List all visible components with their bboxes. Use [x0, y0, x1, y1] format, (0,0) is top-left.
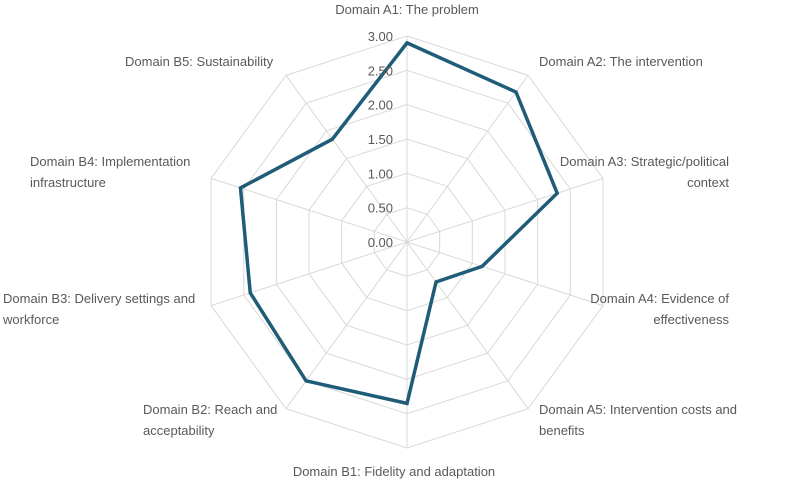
category-label-2: Domain A3: Strategic/political context — [560, 154, 729, 190]
category-labels: Domain A1: The problem Domain A2: The int… — [2, 2, 737, 479]
category-label-4: Domain A5: Intervention costs and benefit… — [539, 402, 737, 438]
spoke-4 — [406, 241, 529, 409]
radial-axis-ticks: 0.00 0.50 1.00 1.50 2.00 2.50 3.00 — [368, 29, 393, 250]
category-label-7: Domain B3: Delivery settings and workforc… — [2, 291, 195, 327]
tick-label-1: 0.50 — [368, 201, 393, 216]
tick-label-0: 0.00 — [368, 235, 393, 250]
spoke-6 — [285, 241, 408, 409]
tick-label-5: 2.50 — [368, 63, 393, 78]
tick-label-2: 1.00 — [368, 166, 393, 181]
category-label-9: Domain B5: Sustainability — [125, 54, 274, 69]
spoke-3 — [406, 241, 604, 307]
tick-label-4: 2.00 — [368, 98, 393, 113]
category-label-5: Domain B1: Fidelity and adaptation — [293, 464, 495, 479]
category-label-6: Domain B2: Reach and acceptability — [143, 402, 277, 438]
spoke-8 — [210, 177, 408, 243]
category-label-1: Domain A2: The intervention — [539, 54, 703, 69]
category-label-3: Domain A4: Evidence of effectiveness — [590, 291, 729, 327]
spoke-2 — [406, 177, 604, 243]
tick-label-3: 1.50 — [368, 132, 393, 147]
spoke-7 — [210, 241, 408, 307]
grid — [210, 35, 604, 449]
series-layer — [238, 40, 560, 406]
category-label-0: Domain A1: The problem — [335, 2, 479, 17]
tick-label-6: 3.00 — [368, 29, 393, 44]
spoke-1 — [406, 75, 529, 243]
series-line-0 — [238, 40, 560, 406]
spoke-9 — [285, 75, 408, 243]
category-label-8: Domain B4: Implementation infrastructure — [30, 154, 190, 190]
